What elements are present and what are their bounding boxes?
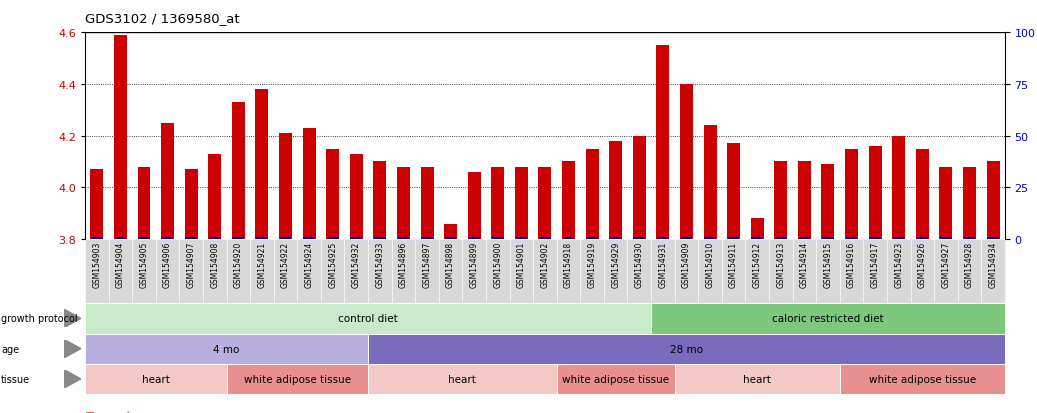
Text: heart: heart (142, 374, 170, 384)
Bar (114, 237, 127, 240)
Bar (634, 237, 645, 240)
Bar (963, 167, 976, 240)
Bar (91, 237, 103, 240)
Text: GDS3102 / 1369580_at: GDS3102 / 1369580_at (85, 12, 240, 25)
Bar (727, 144, 740, 240)
Polygon shape (64, 340, 81, 358)
Bar (208, 237, 221, 240)
Bar (657, 237, 669, 240)
Bar (349, 154, 363, 240)
Bar (704, 237, 716, 240)
Bar (114, 36, 127, 240)
Bar (469, 237, 480, 240)
Bar (869, 237, 881, 240)
Bar (303, 128, 315, 240)
Bar (987, 237, 999, 240)
Bar (916, 149, 929, 240)
Bar (397, 237, 410, 240)
Bar (846, 237, 858, 240)
Bar (775, 237, 787, 240)
Bar (515, 237, 527, 240)
Bar (444, 224, 457, 240)
Text: age: age (1, 344, 19, 354)
Bar (539, 237, 551, 240)
Text: growth protocol: growth protocol (1, 313, 78, 324)
Bar (279, 134, 292, 240)
Bar (728, 237, 739, 240)
Bar (963, 237, 976, 240)
Bar (797, 162, 811, 240)
Bar (327, 149, 339, 240)
Bar (373, 162, 387, 240)
Bar (351, 237, 362, 240)
Bar (161, 123, 174, 240)
Text: heart: heart (744, 374, 772, 384)
Bar (492, 167, 504, 240)
Bar (303, 237, 315, 240)
Bar (232, 103, 245, 240)
Polygon shape (64, 310, 81, 328)
Bar (917, 237, 928, 240)
Bar (610, 237, 621, 240)
Bar (892, 136, 905, 240)
Bar (186, 237, 197, 240)
Bar (90, 170, 104, 240)
Bar (232, 237, 244, 240)
Bar (940, 167, 952, 240)
Bar (185, 170, 198, 240)
Text: white adipose tissue: white adipose tissue (562, 374, 669, 384)
Text: control diet: control diet (338, 313, 398, 324)
Text: tissue: tissue (1, 374, 30, 384)
Bar (775, 162, 787, 240)
Bar (798, 237, 810, 240)
Bar (633, 136, 646, 240)
Bar (327, 237, 338, 240)
Bar (515, 167, 528, 240)
Text: ■  count: ■ count (85, 410, 131, 413)
Bar (162, 237, 173, 240)
Bar (421, 237, 432, 240)
Bar (941, 237, 952, 240)
Bar (703, 126, 717, 240)
Bar (492, 237, 504, 240)
Bar (445, 237, 456, 240)
Text: white adipose tissue: white adipose tissue (869, 374, 976, 384)
Bar (256, 237, 268, 240)
Text: 28 mo: 28 mo (670, 344, 703, 354)
Bar (751, 219, 763, 240)
Bar (138, 237, 149, 240)
Bar (821, 165, 835, 240)
Bar (680, 85, 693, 240)
Text: white adipose tissue: white adipose tissue (244, 374, 351, 384)
Bar (397, 167, 410, 240)
Bar (656, 46, 669, 240)
Bar (680, 237, 693, 240)
Bar (752, 237, 763, 240)
Bar (421, 167, 433, 240)
Bar (609, 141, 622, 240)
Bar (138, 167, 150, 240)
Bar (538, 167, 552, 240)
Text: caloric restricted diet: caloric restricted diet (773, 313, 884, 324)
Polygon shape (64, 370, 81, 388)
Bar (208, 154, 221, 240)
Bar (586, 149, 598, 240)
Bar (468, 173, 481, 240)
Bar (280, 237, 291, 240)
Bar (374, 237, 386, 240)
Bar (986, 162, 1000, 240)
Bar (562, 162, 574, 240)
Text: 4 mo: 4 mo (214, 344, 240, 354)
Bar (255, 90, 269, 240)
Bar (845, 149, 858, 240)
Bar (893, 237, 904, 240)
Bar (586, 237, 598, 240)
Text: heart: heart (448, 374, 476, 384)
Bar (822, 237, 834, 240)
Bar (869, 147, 881, 240)
Bar (563, 237, 574, 240)
